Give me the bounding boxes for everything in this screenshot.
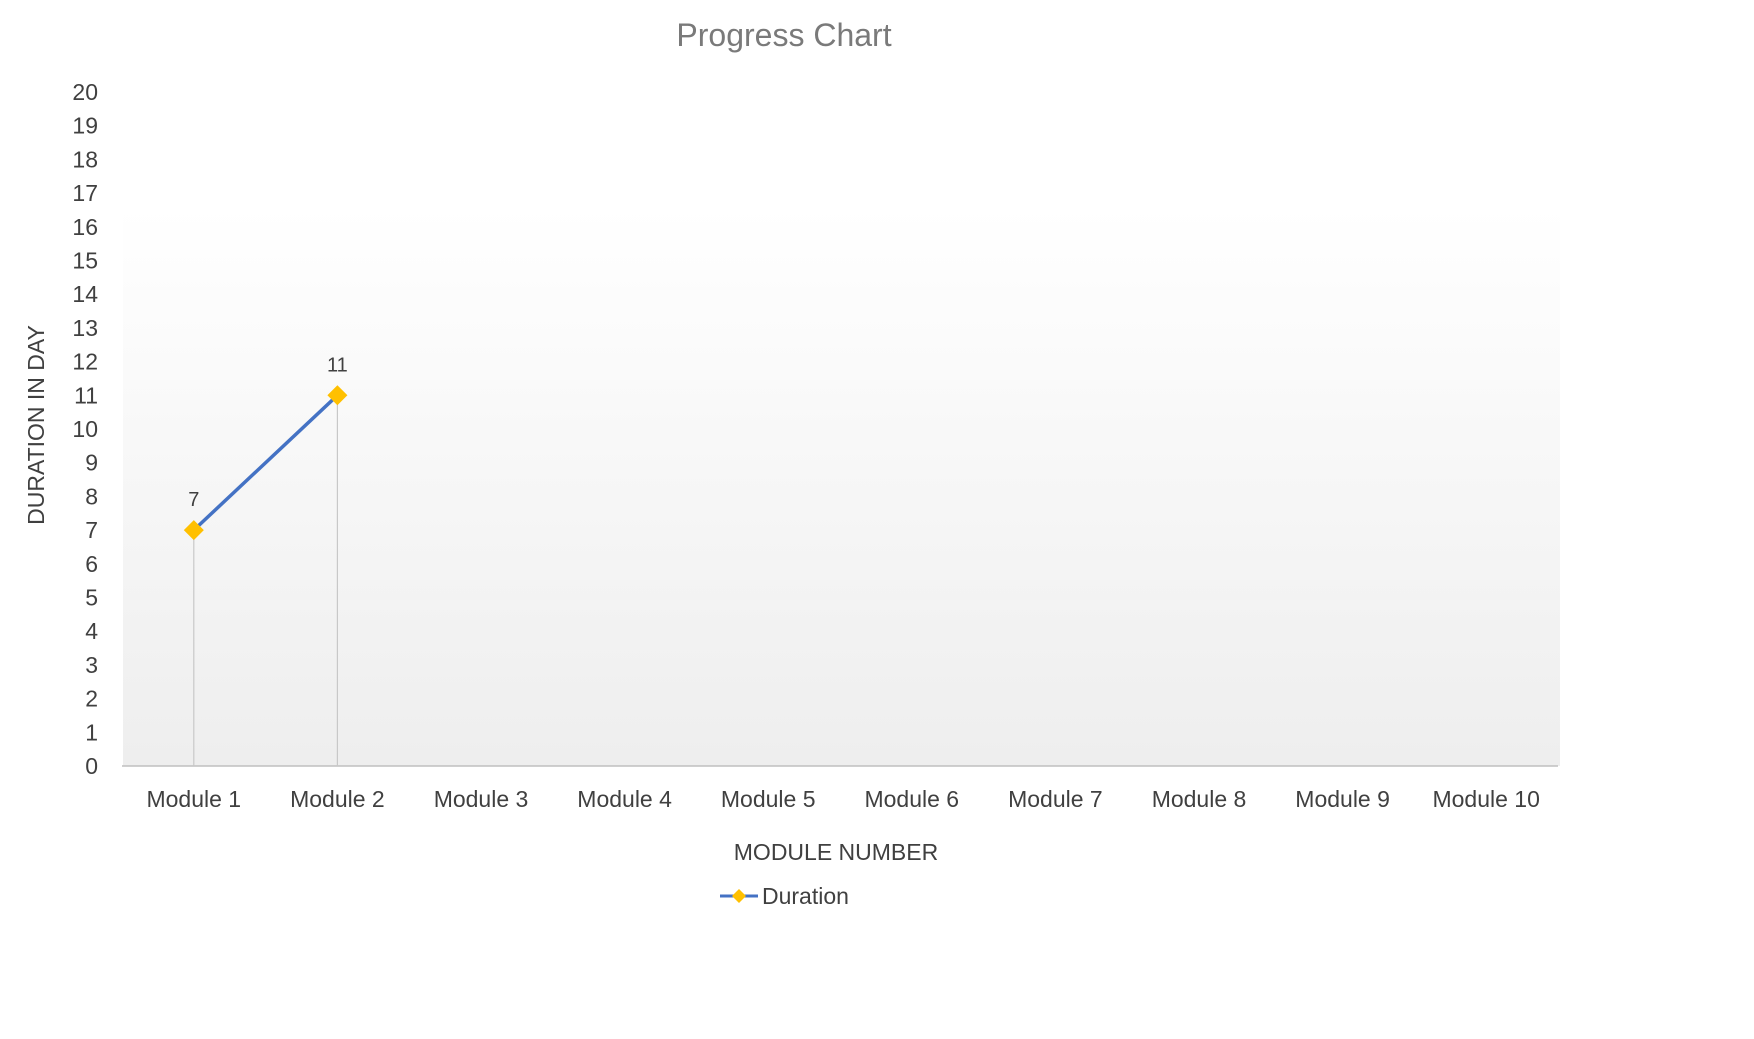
y-tick-label: 0: [85, 753, 98, 779]
y-tick-label: 9: [85, 450, 98, 476]
y-tick-label: 10: [72, 416, 98, 442]
drop-lines: [193, 395, 338, 766]
y-tick-label: 17: [72, 180, 98, 206]
x-tick-label: Module 6: [864, 786, 959, 812]
x-tick-label: Module 10: [1432, 786, 1539, 812]
y-tick-label: 14: [72, 281, 98, 307]
x-tick-label: Module 2: [290, 786, 385, 812]
series-line-duration: [192, 393, 340, 532]
x-tick-label: Module 9: [1295, 786, 1390, 812]
data-label: 11: [327, 354, 348, 376]
y-tick-label: 12: [72, 349, 98, 375]
y-tick-label: 6: [85, 551, 98, 577]
series-markers: [183, 385, 348, 541]
y-tick-label: 19: [72, 113, 98, 139]
y-tick-label: 11: [74, 382, 98, 408]
x-axis-title: MODULE NUMBER: [734, 839, 938, 865]
data-label: 7: [188, 489, 199, 511]
x-tick-label: Module 7: [1008, 786, 1103, 812]
y-tick-label: 13: [72, 315, 98, 341]
legend: Duration: [720, 883, 849, 909]
y-tick-label: 2: [85, 686, 98, 712]
legend-label: Duration: [762, 883, 849, 909]
data-point-marker: [327, 385, 348, 406]
plot-area-background: [123, 207, 1560, 766]
x-tick-label: Module 5: [721, 786, 816, 812]
y-tick-label: 7: [85, 517, 98, 543]
y-tick-label: 8: [85, 483, 98, 509]
chart-title: Progress Chart: [676, 17, 891, 53]
y-tick-label: 18: [72, 146, 98, 172]
y-tick-label: 16: [72, 214, 98, 240]
y-tick-label: 3: [85, 652, 98, 678]
y-tick-label: 20: [72, 79, 98, 105]
y-tick-label: 1: [85, 719, 98, 745]
x-tick-label: Module 1: [146, 786, 241, 812]
y-axis-title: DURATION IN DAY: [23, 325, 49, 525]
data-point-marker: [183, 520, 204, 541]
x-axis-ticks: Module 1 Module 2 Module 3 Module 4 Module 5…: [146, 786, 1539, 812]
y-tick-label: 15: [72, 248, 98, 274]
y-tick-label: 5: [85, 585, 98, 611]
x-tick-label: Module 8: [1152, 786, 1247, 812]
x-tick-label: Module 3: [434, 786, 529, 812]
legend-diamond-marker: [732, 889, 746, 903]
data-labels: 7 11: [188, 354, 348, 511]
y-tick-label: 4: [85, 618, 98, 644]
x-tick-label: Module 4: [577, 786, 672, 812]
series-lines: [192, 393, 340, 532]
